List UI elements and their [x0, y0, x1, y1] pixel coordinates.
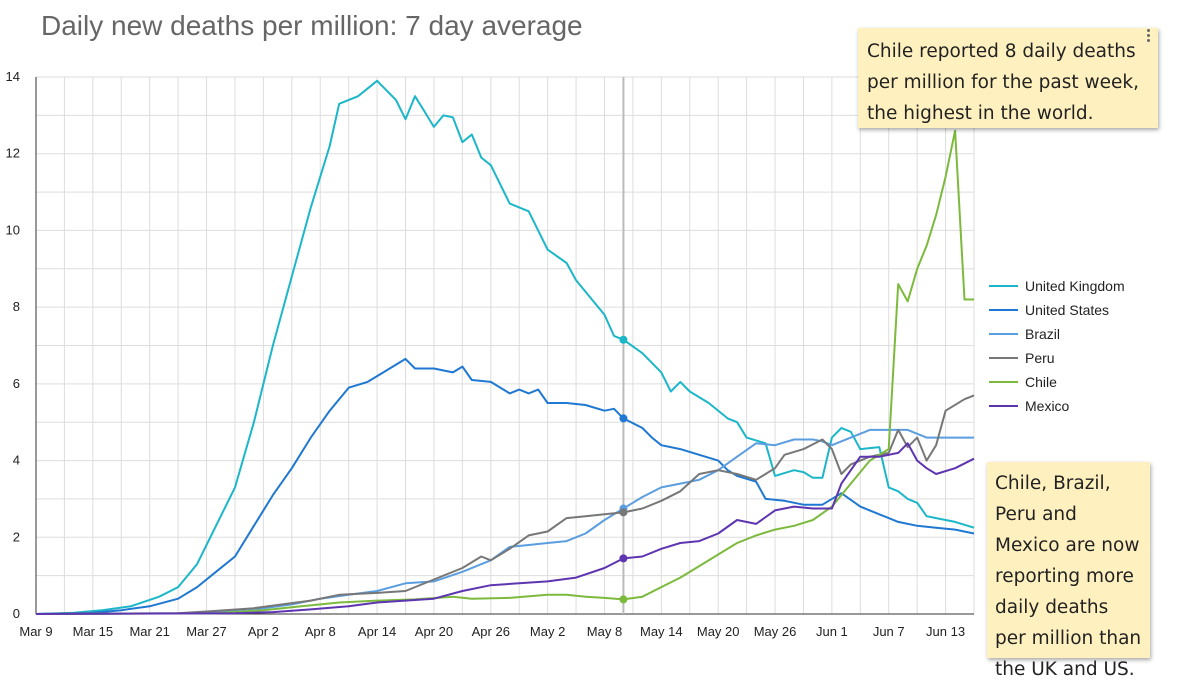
y-tick-label: 14: [6, 69, 20, 84]
hover-marker: [619, 595, 628, 604]
x-tick-label: Mar 21: [129, 624, 169, 639]
y-tick-label: 10: [6, 222, 20, 237]
annotation-text: Chile, Brazil, Peru and Mexico are now r…: [995, 473, 1142, 680]
line-chart[interactable]: 0 2 4 6 8 10 12 14 Mar 9 Mar 15 Mar 21 Mar 27 Apr 2 A…: [0, 0, 1177, 663]
x-tick-label: Mar 27: [186, 624, 226, 639]
legend-item-label[interactable]: Peru: [1025, 350, 1055, 366]
series-line-united-states[interactable]: [35, 357, 975, 615]
legend[interactable]: United Kingdom United States Brazil Peru Chi…: [989, 278, 1125, 414]
x-tick-label: May 2: [530, 624, 565, 639]
annotation-text: Chile reported 8 daily deaths per millio…: [867, 41, 1140, 124]
x-tick-label: Apr 14: [358, 624, 396, 639]
hover-marker: [619, 554, 628, 563]
legend-item-label[interactable]: United Kingdom: [1025, 278, 1125, 294]
legend-item-label[interactable]: United States: [1025, 302, 1109, 318]
chart-title: Daily new deaths per million: 7 day aver…: [41, 10, 583, 41]
series-line-chile[interactable]: [35, 129, 974, 615]
legend-item-label[interactable]: Mexico: [1025, 398, 1070, 414]
axes: 0 2 4 6 8 10 12 14 Mar 9 Mar 15 Mar 21 Mar 27 Apr 2 A…: [6, 69, 974, 639]
x-tick-label: Apr 8: [305, 624, 336, 639]
x-tick-label: Jun 7: [873, 624, 905, 639]
x-tick-label: Jun 13: [926, 624, 965, 639]
series-line-peru[interactable]: [35, 394, 975, 615]
series-line-mexico[interactable]: [35, 442, 975, 615]
y-tick-label: 2: [13, 529, 20, 544]
x-tick-label: Apr 26: [472, 624, 510, 639]
hover-marker: [619, 414, 628, 423]
hover-marker: [619, 508, 628, 517]
x-tick-label: Mar 15: [73, 624, 113, 639]
legend-item-label[interactable]: Brazil: [1025, 326, 1060, 342]
y-tick-label: 12: [6, 146, 20, 161]
annotation-note-comparison: Chile, Brazil, Peru and Mexico are now r…: [987, 462, 1150, 680]
x-tick-label: May 8: [587, 624, 622, 639]
y-tick-label: 4: [13, 453, 20, 468]
y-tick-label: 6: [13, 376, 20, 391]
grid: [35, 76, 975, 615]
series-line-united-kingdom[interactable]: [35, 79, 975, 615]
x-tick-label: May 26: [754, 624, 797, 639]
x-tick-label: Jun 1: [816, 624, 848, 639]
more-options-icon[interactable]: [1143, 28, 1153, 46]
legend-item-label[interactable]: Chile: [1025, 374, 1057, 390]
x-tick-label: Mar 9: [19, 624, 52, 639]
x-tick-label: Apr 2: [248, 624, 279, 639]
series-line-brazil[interactable]: [35, 428, 974, 615]
hover-marker: [619, 335, 628, 344]
x-tick-label: May 20: [697, 624, 740, 639]
y-tick-label: 0: [13, 606, 20, 621]
annotation-note-chile: Chile reported 8 daily deaths per millio…: [858, 28, 1158, 128]
hover-markers: [619, 77, 628, 614]
x-tick-label: May 14: [640, 624, 683, 639]
series-lines: [35, 79, 975, 615]
y-tick-label: 8: [13, 299, 20, 314]
x-tick-label: Apr 20: [415, 624, 453, 639]
